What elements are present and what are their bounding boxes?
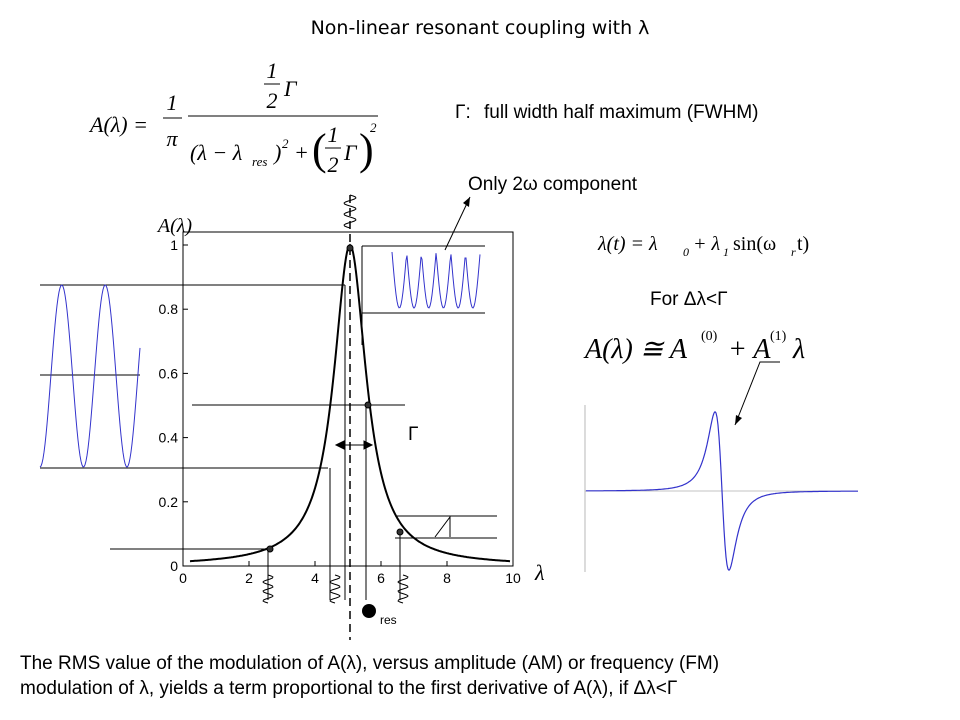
x-tick-label: 6 — [377, 570, 385, 586]
f-gamma: Γ — [283, 76, 298, 101]
formula-approx: A(λ) ≅ A (0) + A (1) λ — [583, 329, 805, 365]
f-sq1: 2 — [282, 136, 289, 151]
y-tick-label: 0.4 — [159, 430, 179, 446]
res-dot — [362, 604, 376, 618]
y-tick-label: 0.2 — [159, 494, 179, 510]
main-plot: A(λ) λ — [156, 215, 545, 585]
fa-e: λ — [792, 334, 805, 365]
y-tick-label: 0.8 — [159, 301, 179, 317]
footer-line: modulation of λ, yields a term proportio… — [20, 678, 677, 699]
fm-d: 1 — [723, 245, 729, 259]
formula-mod: λ(t) = λ 0 + λ 1 sin(ω r t) — [597, 233, 809, 259]
f-lhs: A(λ) = — [88, 112, 148, 137]
x-tick-label: 4 — [311, 570, 319, 586]
only-2w: Only 2ω component — [468, 174, 638, 195]
fm-f: r — [791, 245, 796, 259]
title: Non-linear resonant coupling with λ — [311, 17, 650, 39]
formula-lorentz: A(λ) = 1 π 1 2 Γ (λ − λ res ) 2 + ( 1 2 … — [88, 58, 378, 177]
fm-a: λ(t) = λ — [597, 233, 658, 255]
x-tick-label: 0 — [179, 570, 187, 586]
y-tick-label: 0 — [170, 558, 178, 574]
fwhm-text: full width half maximum (FWHM) — [484, 102, 758, 123]
fa-d: (1) — [770, 329, 787, 344]
f-p-gamma: Γ — [343, 140, 358, 165]
y-label: A(λ) — [156, 215, 193, 237]
derivative-inset — [584, 405, 858, 572]
arrowhead — [463, 197, 470, 207]
f-half-num: 1 — [267, 58, 278, 83]
f-den-sub: res — [252, 154, 267, 169]
fm-g: t) — [797, 233, 809, 255]
footer-line: The RMS value of the modulation of A(λ),… — [20, 653, 719, 674]
x-tick-label: 10 — [505, 570, 521, 586]
f-plus: + — [294, 140, 309, 165]
f-den: π — [166, 126, 178, 151]
y-tick-label: 1 — [170, 237, 178, 253]
f-den-term: (λ − λ — [190, 140, 242, 165]
f-rparen: ) — [359, 125, 374, 174]
x-tick-label: 8 — [443, 570, 451, 586]
fa-a: A(λ) ≅ A — [583, 334, 688, 365]
f-half-den: 2 — [267, 88, 278, 113]
f-p-num: 1 — [328, 122, 339, 147]
annotations — [39, 194, 497, 640]
fa-c: + A — [728, 334, 771, 365]
condition: For Δλ<Γ — [650, 289, 728, 310]
fm-e: sin(ω — [733, 233, 776, 255]
x-label: λ — [534, 560, 545, 585]
x-tick-label: 2 — [245, 570, 253, 586]
res-label: res — [380, 613, 397, 627]
y-tick-label: 0.6 — [159, 365, 179, 381]
f-sq2: 2 — [370, 120, 377, 135]
fwhm-symbol: Γ: — [455, 102, 471, 123]
width-label: Γ — [408, 424, 418, 445]
fm-c: + λ — [693, 233, 720, 255]
f-num: 1 — [167, 90, 178, 115]
fm-b: 0 — [683, 245, 689, 259]
f-den-close: ) — [272, 140, 281, 165]
f-p-den: 2 — [328, 152, 339, 177]
arrowhead — [735, 415, 742, 425]
fa-b: (0) — [701, 329, 718, 344]
f-lparen: ( — [312, 125, 327, 174]
arrow — [444, 196, 471, 251]
arrow — [734, 361, 780, 426]
